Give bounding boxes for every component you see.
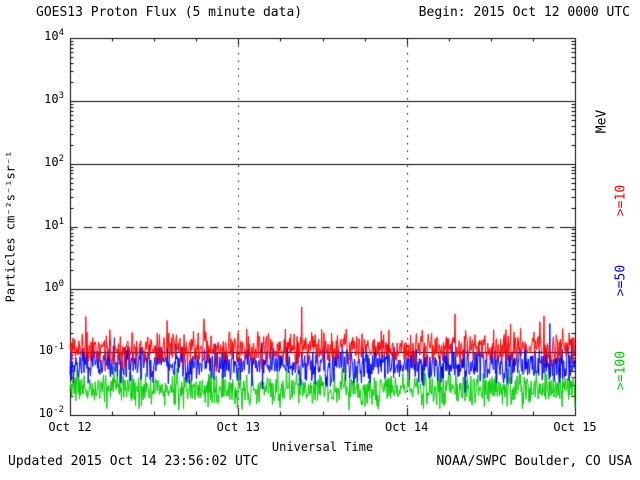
- series-label-ge100: >=100: [613, 350, 629, 391]
- x-tick-label: Oct 12: [48, 420, 92, 434]
- y-tick-label: 100: [44, 279, 64, 295]
- x-axis-label: Universal Time: [271, 440, 374, 454]
- x-tick-label: Oct 15: [553, 420, 597, 434]
- y-tick-label: 104: [44, 28, 64, 43]
- updated-timestamp: Updated 2015 Oct 14 23:56:02 UTC: [8, 454, 259, 469]
- chart-title: GOES13 Proton Flux (5 minute data): [36, 5, 303, 20]
- y-tick-label: 10-2: [38, 405, 64, 420]
- y-tick-label: 102: [44, 153, 64, 169]
- begin-timestamp: Begin: 2015 Oct 12 0000 UTC: [418, 5, 630, 20]
- x-tick-label: Oct 14: [384, 420, 429, 434]
- y-tick-label: 103: [44, 90, 64, 106]
- x-tick-label: Oct 13: [216, 420, 260, 434]
- y-tick-label: 101: [44, 216, 64, 232]
- source-attribution: NOAA/SWPC Boulder, CO USA: [436, 454, 632, 469]
- y-tick-label: 10-1: [38, 342, 64, 358]
- right-axis-unit-label: MeV: [594, 109, 610, 134]
